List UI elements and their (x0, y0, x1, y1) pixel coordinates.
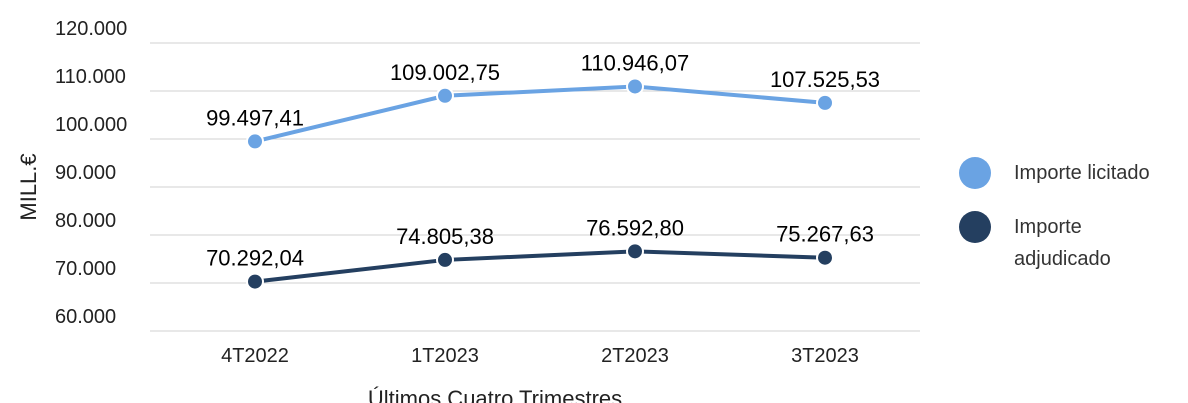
point (246, 132, 264, 151)
point (626, 77, 644, 96)
data-label: 75.267,63 (776, 222, 874, 247)
legend-marker (959, 211, 991, 243)
point (436, 250, 454, 269)
y-tick-label: 80.000 (55, 210, 116, 232)
point (626, 242, 644, 261)
data-label: 110.946,07 (581, 50, 689, 75)
y-tick-label: 60.000 (55, 306, 116, 328)
data-label: 109.002,75 (390, 60, 500, 85)
y-tick-label: 70.000 (55, 258, 116, 280)
point (816, 93, 834, 112)
legend-label: Importe adjudicado (1014, 216, 1111, 270)
y-axis-label: MILL.€ (16, 153, 41, 220)
y-tick-label: 110.000 (55, 66, 126, 88)
data-label: 70.292,04 (206, 246, 304, 271)
data-label: 74.805,38 (396, 224, 494, 249)
legend-label: Importe licitado (1014, 162, 1150, 184)
y-tick-label: 120.000 (55, 18, 127, 40)
series-line (254, 84, 826, 144)
legend-marker (959, 157, 991, 189)
y-tick-label: 90.000 (55, 162, 116, 184)
y-tick-label: 100.000 (55, 114, 127, 136)
point (816, 248, 834, 267)
point (246, 272, 264, 291)
x-axis-label: Últimos Cuatro Trimestres (368, 386, 622, 403)
series-line (254, 249, 826, 284)
x-tick-label: 1T2023 (411, 345, 479, 367)
data-label: 107.525,53 (770, 67, 880, 92)
data-label: 99.497,41 (206, 105, 304, 130)
point (436, 86, 454, 105)
x-tick-label: 4T2022 (221, 345, 289, 367)
data-label: 76.592,80 (586, 215, 684, 240)
x-tick-label: 3T2023 (791, 345, 859, 367)
x-tick-label: 2T2023 (601, 345, 669, 367)
